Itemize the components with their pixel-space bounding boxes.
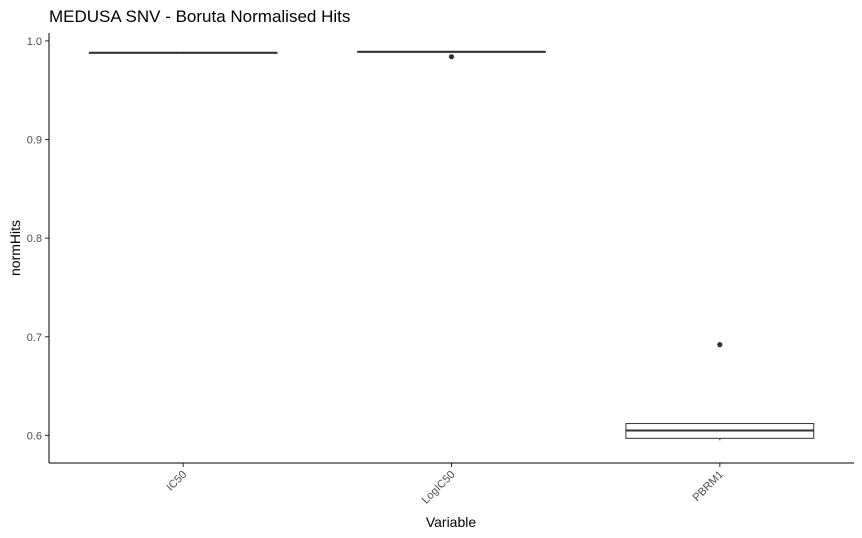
y-axis-title: normHits <box>7 220 23 276</box>
y-tick-label: 0.7 <box>27 332 42 344</box>
box-pbrm1 <box>625 342 815 441</box>
outlier-point <box>717 342 723 348</box>
y-axis-ticks: 0.6 0.7 0.8 0.9 1.0 <box>27 36 49 442</box>
y-tick-label: 0.8 <box>27 233 42 245</box>
x-axis-ticks: IC50 LogIC50 PBRM1 <box>164 463 726 507</box>
outlier-point <box>448 54 455 60</box>
chart-title: MEDUSA SNV - Boruta Normalised Hits <box>49 7 350 26</box>
y-tick-label: 0.6 <box>27 430 42 442</box>
box-series <box>88 50 815 441</box>
x-tick-label: PBRM1 <box>691 469 726 504</box>
x-tick-label: LogIC50 <box>420 469 458 507</box>
y-tick-label: 0.9 <box>27 135 42 147</box>
y-tick-label: 1.0 <box>27 36 42 48</box>
box-logic50 <box>357 50 546 60</box>
x-tick-label: IC50 <box>164 469 189 494</box>
box-ic50 <box>88 51 278 54</box>
x-axis-title: Variable <box>426 514 477 530</box>
